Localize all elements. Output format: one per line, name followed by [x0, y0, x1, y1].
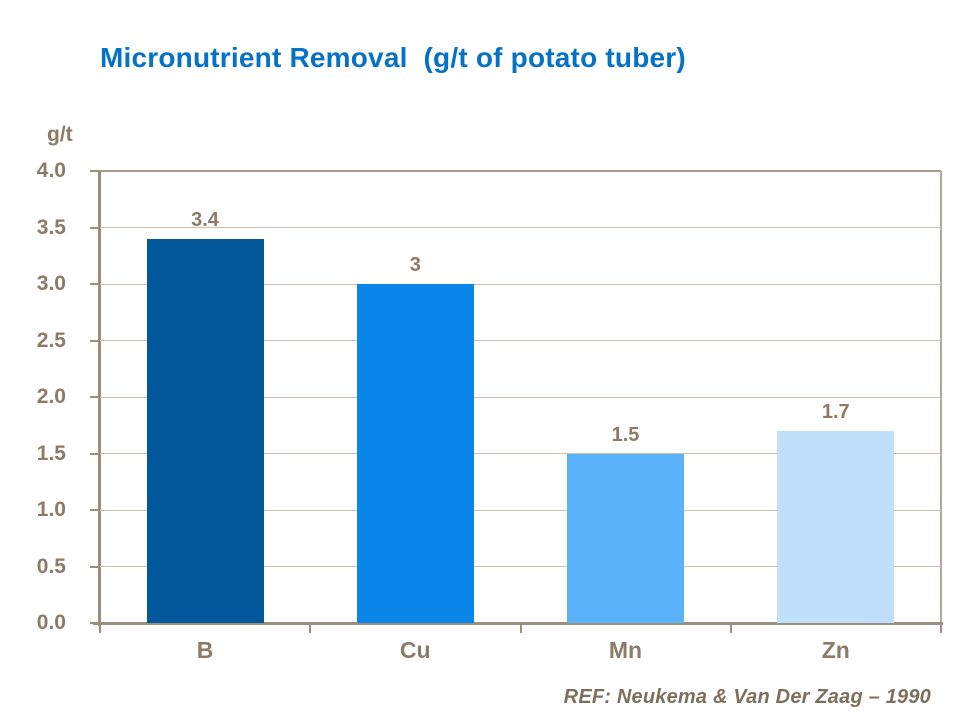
chart-title: Micronutrient Removal (g/t of potato tub…: [100, 42, 686, 73]
y-tick-label: 0.0: [36, 611, 66, 634]
x-tick-mark: [309, 624, 312, 633]
y-tick-label: 0.5: [36, 554, 66, 578]
y-tick-label: 2.5: [36, 328, 66, 352]
y-axis-line: [98, 170, 101, 626]
y-tick-label: 4.0: [36, 159, 66, 182]
y-tick-mark-3.0: [90, 283, 99, 285]
y-tick-label: 1.0: [36, 498, 66, 521]
gridline-2.5: [100, 340, 941, 341]
value-label-Mn: 1.5: [611, 423, 640, 446]
gridline-3.0: [100, 283, 941, 285]
y-tick-mark-1.5: [90, 452, 99, 455]
category-label-Zn: Zn: [821, 637, 850, 663]
bar-Zn: [777, 430, 895, 623]
gridline-3.5: [100, 227, 941, 228]
bar-B: [146, 238, 264, 623]
y-tick-mark-4.0: [90, 170, 99, 172]
x-tick-mark: [99, 624, 101, 633]
bar-Mn: [567, 453, 685, 623]
category-label-B: B: [196, 637, 214, 663]
y-tick-label: 3.5: [36, 215, 66, 239]
y-tick-mark-3.5: [90, 226, 99, 229]
plot-right-border: [940, 171, 942, 623]
y-tick-mark-1.0: [90, 509, 99, 511]
y-tick-mark-0.0: [90, 622, 99, 624]
y-tick-mark-2.5: [90, 339, 99, 342]
reference-citation: REF: Neukema & Van Der Zaag – 1990: [563, 686, 931, 708]
x-axis-line: [93, 622, 943, 625]
x-tick-mark: [940, 624, 942, 633]
category-label-Cu: Cu: [399, 637, 431, 663]
gridline-0.5: [100, 566, 941, 567]
y-tick-mark-2.0: [90, 396, 99, 398]
value-label-Cu: 3: [409, 254, 421, 276]
gridline-2.0: [100, 396, 941, 398]
gridline-1.0: [100, 509, 941, 511]
bar-Cu: [356, 284, 474, 623]
y-tick-label: 1.5: [36, 441, 66, 465]
value-label-B: 3.4: [191, 208, 219, 231]
gridline-1.5: [100, 453, 941, 454]
category-label-Mn: Mn: [608, 637, 643, 663]
y-tick-label: 2.0: [36, 385, 66, 408]
plot-area: 0.0 0.5 1.0 1.5 2.0 2.5 3.0 3.5 4.0 3.4 B 3 Cu 1.5 Mn 1…: [37, 160, 943, 663]
value-label-Zn: 1.7: [821, 400, 850, 423]
x-tick-mark: [729, 624, 732, 633]
plot-top-border: [100, 170, 941, 172]
y-tick-mark-0.5: [90, 565, 99, 568]
y-tick-label: 3.0: [36, 272, 66, 295]
x-tick-mark: [519, 624, 522, 633]
y-axis-unit-label: g/t: [47, 123, 73, 146]
